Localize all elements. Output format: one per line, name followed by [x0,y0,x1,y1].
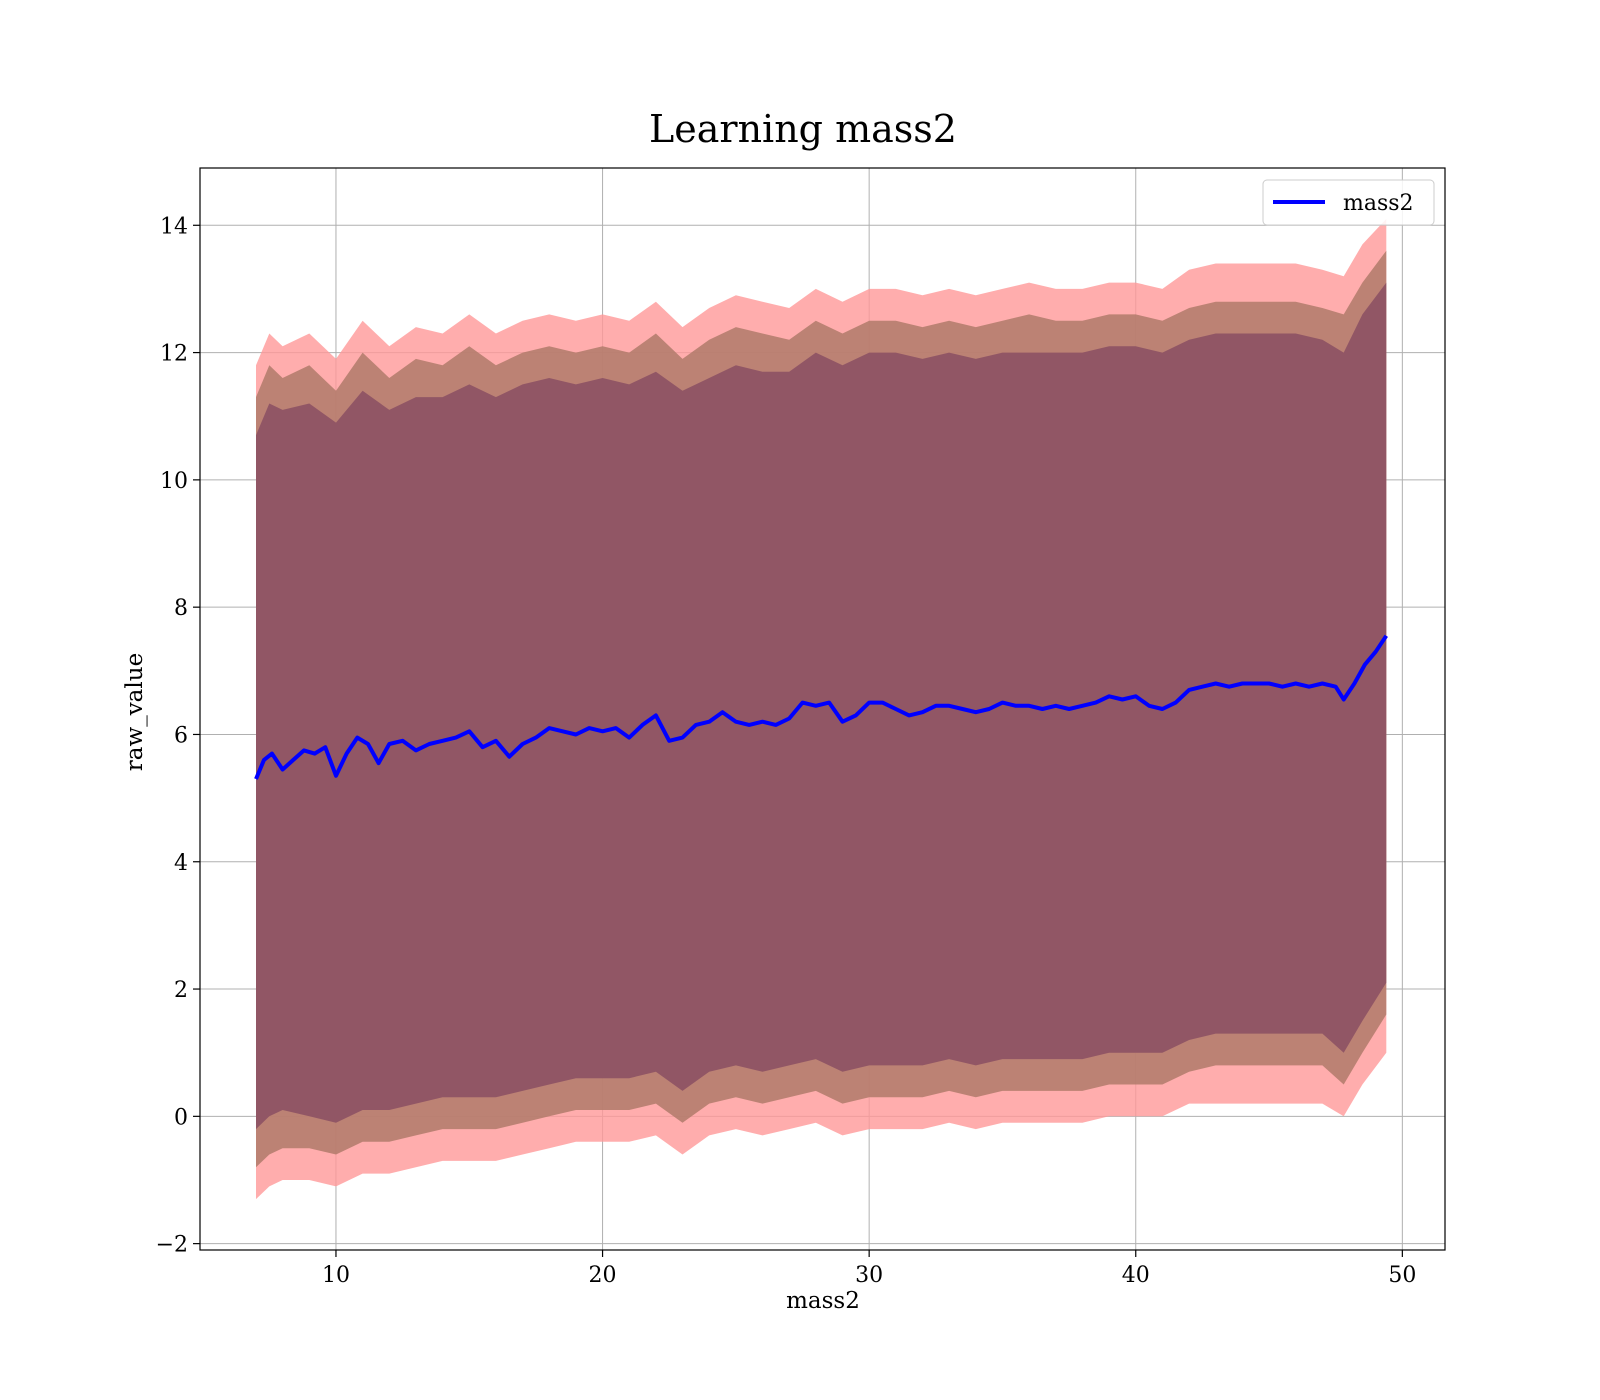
chart-title: Learning mass2 [649,107,957,151]
uncertainty-bands [256,218,1387,1200]
series-line-mass2 [254,634,1388,780]
x-tick-label-30: 30 [855,1263,883,1288]
y-tick-label-4: 4 [174,851,188,876]
y-tick-label-8: 8 [174,596,188,621]
y-tick-label-2: 2 [174,978,188,1003]
series-lines [254,634,1388,780]
y-tick-label-14: 14 [160,214,188,239]
legend-label-mass2: mass2 [1343,191,1414,216]
y-tick-label-10: 10 [160,469,188,494]
y-tick-label--2: −2 [156,1233,188,1258]
x-axis-ticks: 10 20 30 40 50 [322,1250,1416,1288]
plot-area-frame [199,167,1446,1251]
legend: mass2 [1262,179,1435,226]
legend-box [1262,179,1435,226]
x-axis-label: mass2 [786,1288,860,1314]
y-axis-ticks: −2 0 2 4 6 8 10 12 14 [156,214,200,1258]
y-tick-label-0: 0 [174,1105,188,1130]
x-tick-label-40: 40 [1122,1263,1150,1288]
x-tick-label-10: 10 [322,1263,350,1288]
x-tick-label-20: 20 [589,1263,617,1288]
y-tick-label-6: 6 [174,723,188,748]
x-tick-label-50: 50 [1388,1263,1416,1288]
y-axis-label: raw_value [122,653,148,771]
y-tick-label-12: 12 [160,342,188,367]
